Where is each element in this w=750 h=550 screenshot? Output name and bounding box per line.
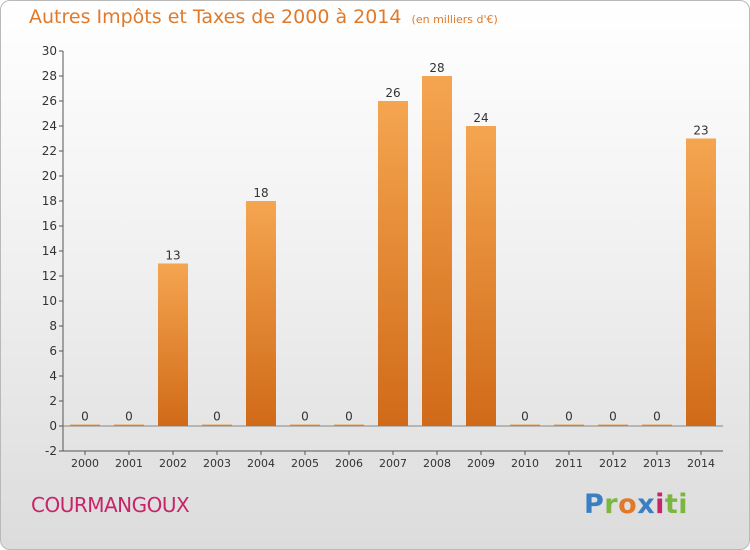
x-tick-label: 2000 — [71, 457, 99, 470]
x-tick-label: 2009 — [467, 457, 495, 470]
data-label-2014: 23 — [693, 124, 708, 138]
data-label-2000: 0 — [81, 410, 89, 424]
x-tick-label: 2014 — [687, 457, 715, 470]
y-tick-label: -2 — [45, 444, 57, 458]
chart-subtitle: (en milliers d'€) — [411, 13, 498, 26]
y-tick-label: 28 — [42, 69, 57, 83]
data-label-2011: 0 — [565, 410, 573, 424]
bar-2000 — [70, 424, 100, 426]
x-tick-label: 2008 — [423, 457, 451, 470]
x-tick-label: 2004 — [247, 457, 275, 470]
bar-2003 — [202, 424, 232, 426]
data-label-2008: 28 — [429, 61, 444, 75]
x-tick-label: 2003 — [203, 457, 231, 470]
y-tick-label: 0 — [49, 419, 57, 433]
data-label-2012: 0 — [609, 410, 617, 424]
y-tick-label: 22 — [42, 144, 57, 158]
chart-title: Autres Impôts et Taxes de 2000 à 2014 (e… — [29, 6, 498, 28]
data-label-2009: 24 — [473, 111, 488, 125]
bar-2012 — [598, 424, 628, 426]
y-tick-label: 14 — [42, 244, 57, 258]
bar-2006 — [334, 424, 364, 426]
y-tick-label: 12 — [42, 269, 57, 283]
x-tick-label: 2011 — [555, 457, 583, 470]
y-tick-label: 30 — [42, 44, 57, 58]
x-tick-label: 2012 — [599, 457, 627, 470]
data-label-2004: 18 — [253, 186, 268, 200]
bar-2013 — [642, 424, 672, 426]
y-tick-label: 18 — [42, 194, 57, 208]
proxiti-logo: Proxiti — [584, 489, 689, 520]
data-label-2007: 26 — [385, 86, 400, 100]
bar-2004 — [246, 201, 276, 426]
y-tick-label: 4 — [49, 369, 57, 383]
y-tick-label: 20 — [42, 169, 57, 183]
y-tick-label: 10 — [42, 294, 57, 308]
data-label-2013: 0 — [653, 410, 661, 424]
bar-2009 — [466, 126, 496, 426]
x-tick-label: 2002 — [159, 457, 187, 470]
data-label-2010: 0 — [521, 410, 529, 424]
bar-2005 — [290, 424, 320, 426]
data-label-2005: 0 — [301, 410, 309, 424]
bar-2011 — [554, 424, 584, 426]
x-tick-label: 2006 — [335, 457, 363, 470]
bar-2010 — [510, 424, 540, 426]
y-tick-label: 6 — [49, 344, 57, 358]
data-label-2006: 0 — [345, 410, 353, 424]
x-tick-label: 2010 — [511, 457, 539, 470]
x-tick-label: 2013 — [643, 457, 671, 470]
bar-2001 — [114, 424, 144, 426]
bar-2008 — [422, 76, 452, 426]
bar-2007 — [378, 101, 408, 426]
x-tick-label: 2005 — [291, 457, 319, 470]
y-tick-label: 8 — [49, 319, 57, 333]
x-tick-label: 2007 — [379, 457, 407, 470]
data-label-2002: 13 — [165, 249, 180, 263]
y-tick-label: 26 — [42, 94, 57, 108]
y-tick-label: 2 — [49, 394, 57, 408]
y-tick-label: 16 — [42, 219, 57, 233]
bar-2002 — [158, 263, 188, 426]
data-label-2001: 0 — [125, 410, 133, 424]
x-tick-label: 2001 — [115, 457, 143, 470]
y-tick-label: 24 — [42, 119, 57, 133]
town-name: COURMANGOUX — [31, 493, 190, 517]
bar-2014 — [686, 138, 716, 426]
data-label-2003: 0 — [213, 410, 221, 424]
chart-title-text: Autres Impôts et Taxes de 2000 à 2014 — [29, 6, 402, 28]
